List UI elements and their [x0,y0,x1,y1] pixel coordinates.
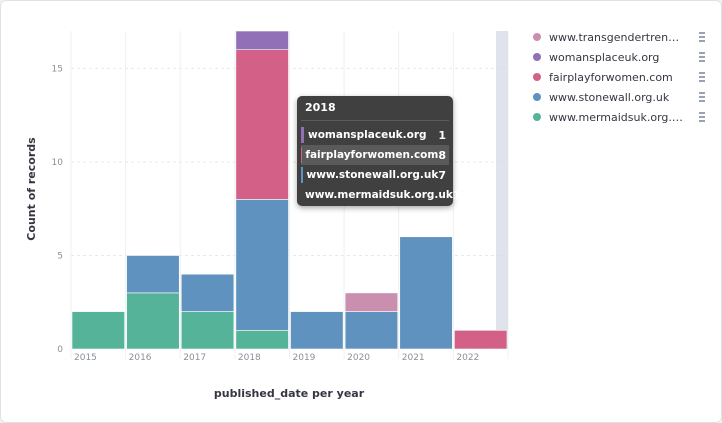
x-axis-title: published_date per year [214,387,365,400]
tooltip-series-label: www.stonewall.org.uk [306,169,439,181]
legend-actions-icon[interactable] [699,112,705,122]
bar-segment[interactable] [235,30,289,51]
tooltip-series-label: fairplayforwomen.com [305,149,439,161]
x-tick-label: 2015 [74,353,97,363]
tooltip-rows: womansplaceuk.org 1 fairplayforwomen.com 8 w… [297,125,461,205]
tooltip-series-value: 8 [438,148,446,162]
legend-color-dot [533,93,541,101]
highlight-layer [496,31,508,349]
tooltip-row: www.mermaidsuk.org.uk 1 [301,185,461,205]
tooltip-divider [301,120,449,121]
bar-segment[interactable] [454,329,508,350]
y-tick-label: 5 [57,251,63,261]
tooltip-color-swatch [301,167,303,183]
bar-segment[interactable] [180,273,235,312]
tooltip-row: fairplayforwomen.com 8 [301,145,449,165]
legend-actions-icon[interactable] [699,52,705,62]
bar-segment[interactable] [126,292,180,350]
legend: www.transgendertrend.... womansplaceuk.or… [533,27,713,127]
bar-segment[interactable] [126,255,180,294]
x-tick-label: 2019 [293,353,316,363]
legend-label: www.transgendertrend.... [549,30,683,44]
bar-segment[interactable] [344,311,399,350]
legend-item[interactable]: www.mermaidsuk.org.uk [533,107,713,127]
x-tick-label: 2016 [129,353,152,363]
tooltip: 2018 womansplaceuk.org 1 fairplayforwomen.… [297,96,461,206]
legend-label: fairplayforwomen.com [549,70,673,84]
legend-color-dot [533,53,541,61]
legend-actions-icon[interactable] [699,32,705,42]
x-tick-label: 2017 [183,353,206,363]
legend-item[interactable]: www.stonewall.org.uk [533,87,713,107]
x-tick-label: 2021 [402,353,425,363]
bars-layer[interactable] [71,30,508,350]
tooltip-series-value: 7 [438,168,446,182]
legend-actions-icon[interactable] [699,72,705,82]
bar-segment[interactable] [290,311,344,350]
bar-segment[interactable] [399,236,453,350]
bar-segment[interactable] [235,329,289,350]
tooltip-title: 2018 [305,101,336,114]
bar-segment[interactable] [235,199,289,331]
legend-actions-icon[interactable] [699,92,705,102]
x-tick-label: 2020 [347,353,370,363]
tooltip-series-value: 1 [438,128,446,142]
x-tick-label: 2018 [238,353,261,363]
legend-label: womansplaceuk.org [549,50,660,64]
tooltip-row: www.stonewall.org.uk 7 [301,165,449,185]
legend-label: www.mermaidsuk.org.uk [549,110,683,124]
y-axis-title: Count of records [25,137,38,241]
legend-item[interactable]: womansplaceuk.org [533,47,713,67]
bar-segment[interactable] [71,311,125,350]
legend-color-dot [533,73,541,81]
tooltip-series-value: 1 [452,188,461,202]
legend-item[interactable]: www.transgendertrend.... [533,27,713,47]
tooltip-series-label: womansplaceuk.org [308,129,427,141]
y-tick-label: 0 [57,345,63,355]
tooltip-row: womansplaceuk.org 1 [301,125,449,145]
y-tick-label: 10 [52,158,64,168]
y-axis: 0 5 10 15 [52,64,64,355]
bar-segment[interactable] [235,49,289,200]
legend-color-dot [533,113,541,121]
tooltip-series-label: www.mermaidsuk.org.uk [305,189,453,201]
y-tick-label: 15 [52,64,63,74]
legend-color-dot [533,33,541,41]
bar-segment[interactable] [180,311,235,350]
bar-segment[interactable] [344,292,399,312]
hover-highlight [496,31,508,349]
x-axis: 2015 2016 2017 2018 2019 2020 2021 2022 [74,353,479,363]
x-tick-label: 2022 [456,353,479,363]
legend-label: www.stonewall.org.uk [549,90,670,104]
tooltip-color-swatch [301,127,304,143]
legend-item[interactable]: fairplayforwomen.com [533,67,713,87]
